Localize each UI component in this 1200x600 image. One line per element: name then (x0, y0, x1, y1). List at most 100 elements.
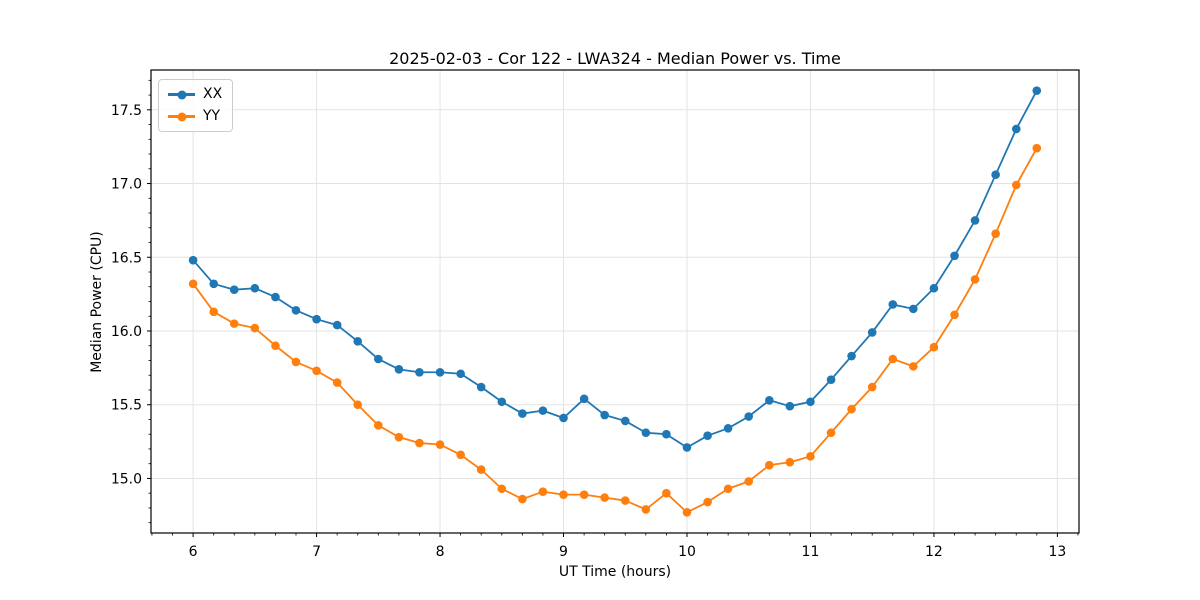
data-point (579, 490, 589, 499)
data-point (291, 357, 301, 367)
data-point (620, 496, 630, 505)
data-point (456, 369, 465, 379)
data-point (271, 292, 280, 302)
data-point (518, 409, 527, 418)
data-point (806, 452, 815, 461)
data-point (929, 283, 939, 293)
data-point (188, 279, 198, 289)
x-tick-label: 8 (436, 544, 445, 560)
y-tick-label: 15.5 (111, 398, 142, 414)
data-point (641, 428, 651, 438)
data-point (867, 328, 877, 337)
legend-label-xx: XX (203, 86, 223, 102)
data-point (888, 354, 898, 364)
data-point (847, 404, 856, 414)
data-point (312, 366, 321, 376)
data-point (415, 367, 424, 377)
data-point (765, 460, 774, 470)
data-point (970, 216, 980, 225)
series-line-xx (192, 90, 1038, 449)
legend: XX YY (158, 79, 234, 132)
data-point (312, 314, 321, 324)
data-point (620, 416, 630, 426)
data-point (476, 465, 486, 474)
data-point (723, 424, 733, 433)
data-point (374, 421, 383, 430)
x-tick-label: 9 (559, 544, 568, 560)
data-point (374, 354, 383, 364)
data-point (332, 378, 342, 387)
data-point (682, 508, 692, 517)
data-point (950, 310, 959, 320)
data-point (909, 304, 918, 314)
series-xx (188, 86, 1042, 452)
data-point (579, 394, 589, 404)
legend-entry-yy: YY (168, 107, 222, 126)
legend-entry-xx: XX (168, 85, 222, 104)
data-point (847, 351, 856, 361)
major-ticks (147, 109, 1058, 537)
data-point (682, 443, 692, 452)
data-point (662, 429, 671, 439)
data-point (641, 505, 651, 514)
tick-labels: 6 7 8 9 10 11 12 13 15.0 15.5 16.0 16.5 17.0 17.5 (111, 103, 1066, 560)
x-tick-label: 11 (802, 544, 820, 560)
data-point (209, 307, 219, 317)
data-point (415, 438, 424, 448)
data-point (209, 279, 219, 289)
data-point (826, 428, 836, 438)
data-point (867, 382, 877, 392)
data-point (1011, 180, 1021, 190)
x-tick-label: 13 (1048, 544, 1066, 560)
axes-frame (150, 69, 1080, 534)
data-point (1032, 86, 1042, 95)
data-point (744, 477, 754, 486)
data-point (250, 323, 260, 333)
data-point (1011, 124, 1021, 134)
data-point (456, 450, 465, 460)
data-point (188, 255, 198, 265)
data-point (600, 493, 609, 502)
legend-dot-yy (177, 112, 186, 121)
data-point (744, 412, 754, 421)
data-point (785, 457, 795, 467)
data-point (991, 170, 1000, 179)
data-point (229, 285, 239, 295)
data-point (353, 337, 362, 346)
data-point (291, 306, 301, 315)
y-axis-label-text: Median Power (CPU) (89, 231, 105, 373)
data-point (785, 401, 795, 411)
data-point (497, 397, 507, 407)
legend-label-yy: YY (203, 108, 221, 124)
data-point (353, 400, 362, 410)
series-yy (188, 143, 1042, 517)
data-point (662, 488, 671, 498)
data-point (394, 432, 404, 442)
data-point (497, 484, 507, 494)
minor-ticks (148, 79, 1079, 536)
x-axis-label: UT Time (hours) (558, 564, 672, 580)
data-point (806, 397, 815, 407)
x-tick-label: 7 (312, 544, 321, 560)
data-point (476, 382, 486, 392)
data-point (1032, 143, 1042, 153)
data-point (332, 320, 342, 330)
data-point (991, 229, 1000, 238)
data-point (950, 251, 959, 261)
y-tick-label: 17.5 (111, 103, 142, 119)
data-point (538, 406, 548, 415)
chart-title: 2025-02-03 - Cor 122 - LWA324 - Median P… (389, 49, 841, 68)
data-point (765, 395, 774, 405)
data-point (600, 410, 609, 420)
x-tick-label: 6 (189, 544, 198, 560)
data-point (703, 431, 712, 440)
data-point (518, 494, 527, 504)
y-tick-label: 17.0 (111, 177, 142, 193)
gridlines (151, 70, 1079, 533)
y-tick-label: 16.0 (111, 324, 142, 340)
legend-dot-xx (177, 90, 186, 99)
data-point (888, 300, 898, 309)
data-point (271, 341, 280, 351)
